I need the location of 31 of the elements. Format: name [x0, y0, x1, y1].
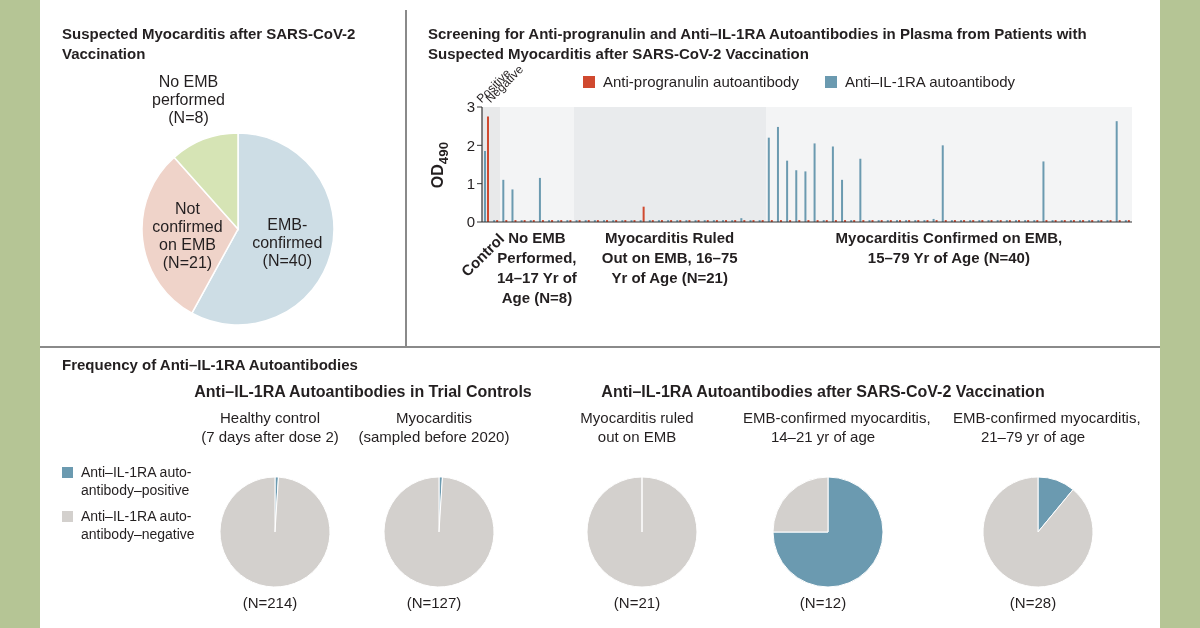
- text: Myocarditis Ruled Out on EMB, 16–75 Yr of Age (N=21): [601, 229, 738, 286]
- text: Anti–IL-1RA Autoantibodies after SARS-CoV-2 Vaccination: [601, 383, 1045, 400]
- text: Anti–IL-1RA Autoantibodies in Trial Controls: [194, 383, 532, 400]
- slice-label: EMB-confirmed: [252, 215, 323, 251]
- data-label: (N=40): [262, 251, 312, 269]
- chart-title: Myocarditis ruled out on EMB: [580, 409, 694, 445]
- chart-title: Suspected Myocarditis after SARS-CoV-2 Vaccination: [62, 25, 356, 62]
- data-label: (N=21): [162, 253, 213, 271]
- data-label: (N=8): [168, 108, 209, 126]
- slice-label: No EMB performed: [152, 72, 225, 108]
- text: Frequency of Anti–IL-1RA Autoantibodies: [62, 356, 358, 373]
- legend-label: Anti–IL-1RA auto-antibody–positive: [81, 463, 193, 499]
- y-tick-label: 1: [466, 174, 475, 192]
- y-tick-label: 2: [466, 136, 475, 154]
- legend-label: Anti-progranulin autoantibody: [603, 73, 799, 90]
- y-tick-label: 3: [466, 98, 475, 116]
- chart-title: Healthy control (7 days after dose 2): [201, 409, 339, 445]
- chart-title: EMB-confirmed myocarditis, 14–21 yr of age: [743, 409, 931, 445]
- text: (N=21): [613, 594, 661, 611]
- slice-label: Not confirmed on EMB: [152, 199, 223, 253]
- text: (N=127): [406, 594, 462, 611]
- chart-title: Myocarditis (sampled before 2020): [358, 409, 510, 445]
- text: (N=28): [1009, 594, 1057, 611]
- legend-label: Anti–IL-1RA autoantibody: [844, 73, 1016, 90]
- legend-label: Anti–IL-1RA auto-antibody–negative: [81, 507, 196, 543]
- text: (N=12): [799, 594, 847, 611]
- chart-title: Screening for Anti-progranulin and Anti–IL-1RA Autoantibodies in Plasma from Patients with Suspected Myocarditis after SARS-CoV-2 Vaccination: [428, 25, 1087, 62]
- text: (N=214): [242, 594, 298, 611]
- y-tick-label: 0: [466, 213, 475, 231]
- text: Myocarditis Confirmed on EMB, 15–79 Yr of Age (N=40): [835, 229, 1063, 266]
- chart-title: EMB-confirmed myocarditis, 21–79 yr of age: [953, 409, 1141, 445]
